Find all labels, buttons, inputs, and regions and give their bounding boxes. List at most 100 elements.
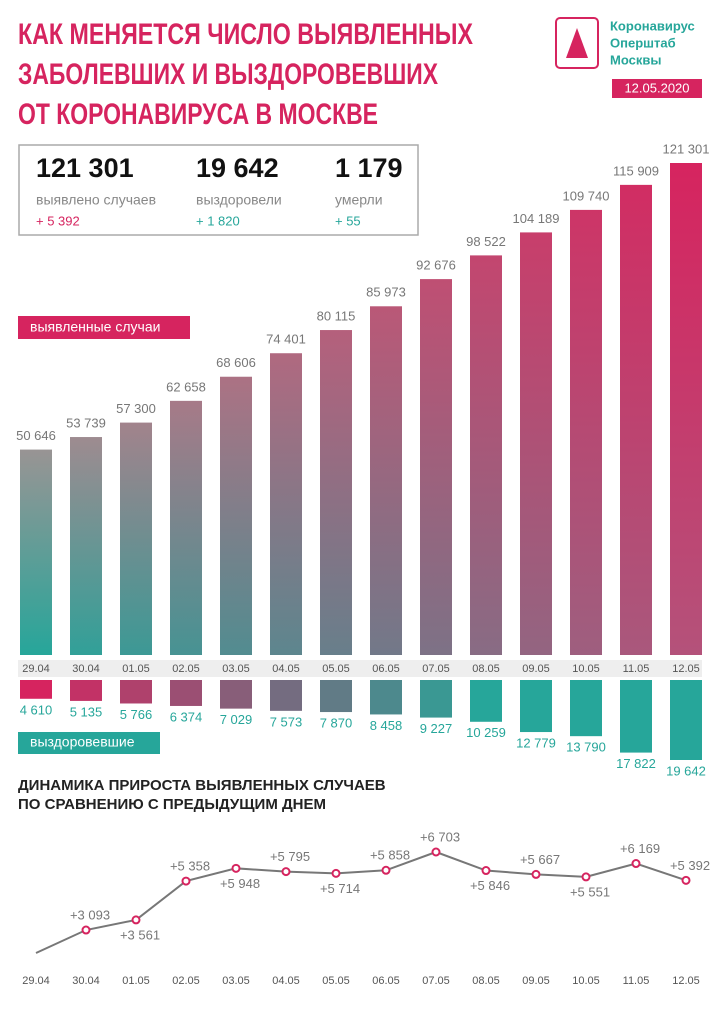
case-label: 121 301 bbox=[663, 141, 710, 156]
stat-caption: умерли bbox=[335, 192, 383, 208]
recovered-label: 5 135 bbox=[70, 704, 103, 719]
recovered-label: 17 822 bbox=[616, 756, 656, 771]
stat-delta: + 5 392 bbox=[36, 213, 80, 228]
date-label: 09.05 bbox=[522, 975, 550, 987]
stats-box bbox=[18, 144, 419, 236]
date-label: 04.05 bbox=[272, 663, 300, 675]
recovered-bar bbox=[170, 680, 202, 706]
recovered-bar bbox=[320, 680, 352, 713]
date-label: 07.05 bbox=[422, 663, 450, 675]
point-label: +6 703 bbox=[420, 829, 460, 844]
date-label: 06.05 bbox=[372, 663, 400, 675]
case-bar bbox=[320, 330, 352, 655]
title-line: ЗАБОЛЕВШИХ И ВЫЗДОРОВЕВШИХ bbox=[18, 58, 438, 91]
legend-label: выздоровевшие bbox=[30, 734, 135, 750]
date-label: 10.05 bbox=[572, 975, 600, 987]
recovered-bar bbox=[120, 680, 152, 704]
org-line: Коронавирус bbox=[610, 18, 695, 33]
point bbox=[181, 876, 191, 886]
point-label: +6 169 bbox=[620, 841, 660, 856]
case-label: 80 115 bbox=[317, 308, 356, 323]
date-label: 02.05 bbox=[172, 975, 200, 987]
stat-delta: + 1 820 bbox=[196, 213, 240, 228]
recovered-bar bbox=[520, 680, 552, 733]
case-label: 53 739 bbox=[66, 415, 106, 430]
date-label: 09.05 bbox=[522, 663, 550, 675]
recovered-label: 4 610 bbox=[20, 702, 53, 717]
date-label: 05.05 bbox=[322, 663, 350, 675]
case-bar bbox=[620, 184, 652, 655]
date-label: 30.04 bbox=[72, 975, 100, 987]
recovered-bar bbox=[70, 680, 102, 701]
point bbox=[381, 865, 391, 875]
recovered-bar bbox=[670, 680, 702, 760]
case-label: 57 300 bbox=[116, 401, 156, 416]
case-label: 68 606 bbox=[216, 355, 256, 370]
point bbox=[231, 863, 241, 873]
case-label: 104 189 bbox=[513, 211, 560, 226]
date-label: 30.04 bbox=[72, 663, 100, 675]
case-label: 85 973 bbox=[366, 285, 406, 300]
recovered-bar bbox=[620, 680, 652, 753]
point-label: +5 551 bbox=[570, 884, 610, 899]
case-label: 50 646 bbox=[16, 428, 56, 443]
stat-value: 1 179 bbox=[335, 153, 403, 183]
point bbox=[681, 875, 691, 885]
point bbox=[481, 866, 491, 876]
date-label: 01.05 bbox=[122, 663, 150, 675]
point bbox=[531, 869, 541, 879]
title-line: КАК МЕНЯЕТСЯ ЧИСЛО ВЫЯВЛЕННЫХ bbox=[18, 18, 473, 51]
recovered-label: 19 642 bbox=[666, 763, 706, 778]
recovered-bar bbox=[420, 680, 452, 718]
recovered-bar bbox=[570, 680, 602, 737]
date-label: 05.05 bbox=[322, 975, 350, 987]
recovered-label: 6 374 bbox=[170, 709, 203, 724]
recovered-bar bbox=[370, 680, 402, 715]
point-label: +3 093 bbox=[70, 907, 110, 922]
point-label: +3 561 bbox=[120, 927, 160, 942]
recovered-label: 12 779 bbox=[516, 735, 556, 750]
date-row bbox=[18, 660, 702, 677]
org-line: Оперштаб bbox=[610, 35, 676, 50]
point-label: +5 358 bbox=[170, 859, 210, 874]
date-label: 12.05 bbox=[672, 663, 700, 675]
case-bar bbox=[670, 163, 702, 655]
date-label: 03.05 bbox=[222, 975, 250, 987]
recovered-bar bbox=[20, 680, 52, 699]
recovered-label: 5 766 bbox=[120, 707, 153, 722]
point bbox=[131, 915, 141, 925]
date-label: 10.05 bbox=[572, 663, 600, 675]
point bbox=[331, 868, 341, 878]
org-line: Москвы bbox=[610, 52, 661, 67]
date-label: 11.05 bbox=[623, 663, 650, 675]
case-label: 115 909 bbox=[613, 163, 659, 178]
point bbox=[431, 847, 441, 857]
case-bar bbox=[420, 279, 452, 655]
date: 12.05.2020 bbox=[624, 80, 689, 95]
case-bar bbox=[120, 422, 152, 655]
point-label: +5 948 bbox=[220, 876, 260, 891]
case-label: 74 401 bbox=[266, 332, 306, 347]
point-label: +5 667 bbox=[520, 852, 560, 867]
date-label: 04.05 bbox=[272, 975, 300, 987]
case-bar bbox=[220, 376, 252, 655]
legend-label: выявленные случаи bbox=[30, 319, 160, 335]
case-label: 92 676 bbox=[416, 258, 456, 273]
date-label: 08.05 bbox=[472, 975, 500, 987]
logo-icon bbox=[566, 28, 588, 58]
case-bar bbox=[70, 437, 102, 655]
recovered-bar bbox=[470, 680, 502, 722]
recovered-label: 8 458 bbox=[370, 718, 403, 733]
line-title: ПО СРАВНЕНИЮ С ПРЕДЫДУЩИМ ДНЕМ bbox=[18, 796, 326, 813]
point-label: +5 846 bbox=[470, 878, 510, 893]
stat-caption: выявлено случаев bbox=[36, 192, 156, 208]
case-bar bbox=[270, 353, 302, 655]
point bbox=[81, 925, 91, 935]
date-label: 12.05 bbox=[672, 975, 700, 987]
point-label: +5 714 bbox=[320, 881, 360, 896]
case-bar bbox=[370, 306, 402, 655]
date-label: 02.05 bbox=[172, 663, 200, 675]
case-bar bbox=[570, 209, 602, 655]
case-bar bbox=[470, 255, 502, 655]
